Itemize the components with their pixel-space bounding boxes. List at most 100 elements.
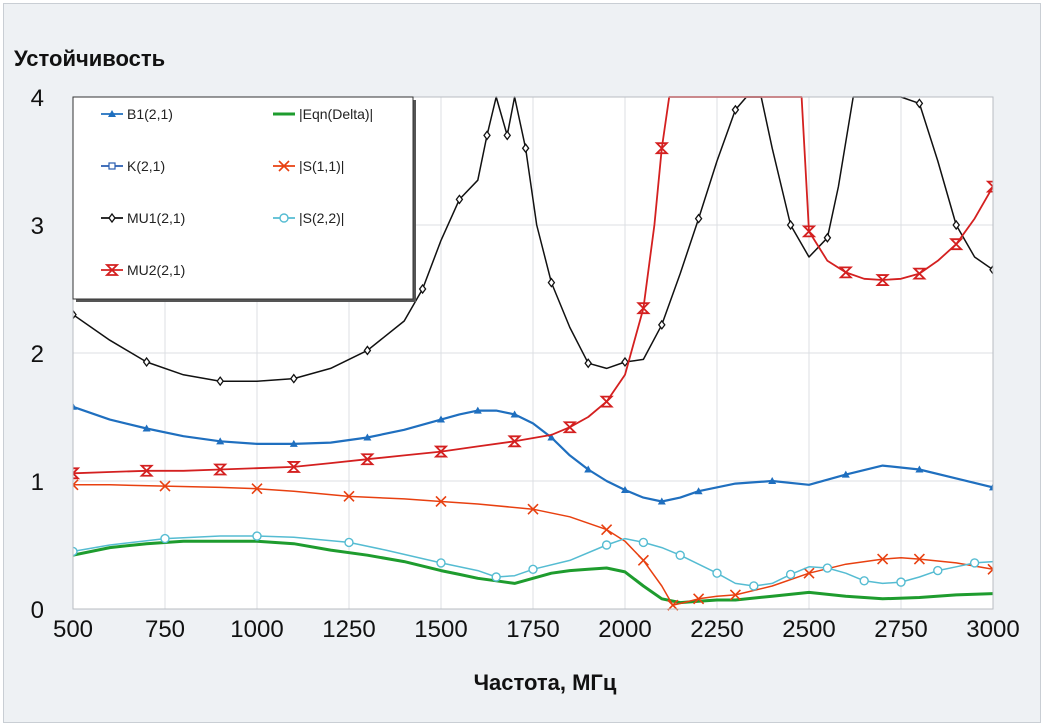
circle-marker [436,558,446,568]
triangle-marker [694,487,703,495]
circle-marker [601,540,612,550]
hourglass-marker [801,225,817,238]
legend-label: K(2,1) [127,158,165,174]
diamond-marker [547,277,556,288]
triangle-marker [841,470,850,478]
triangle-marker [989,483,993,491]
hourglass-marker [360,453,375,466]
legend-entry: MU2(2,1) [101,262,185,278]
series-mu2-2-1 [73,96,993,480]
hourglass-marker [654,142,669,155]
series-line [73,539,993,605]
hourglass-marker [599,395,614,408]
x-marker [637,554,649,566]
diamond-marker [289,373,298,384]
diamond-marker [455,194,464,205]
circle-marker [279,213,289,223]
triangle-marker [915,465,924,473]
legend-label: |S(1,1)| [299,158,344,174]
legend-label: B1(2,1) [127,106,173,122]
diamond-marker [521,143,530,154]
legend-label: MU2(2,1) [127,262,185,278]
legend-label: |S(2,2)| [299,210,344,226]
x-tick-label: 1750 [506,616,559,643]
series-line [73,96,993,475]
legend-entry: |S(2,2)| [273,210,344,226]
circle-marker [675,550,685,560]
hourglass-marker [875,274,890,286]
triangle-marker [289,439,298,447]
diamond-marker [584,358,593,369]
x-marker [693,593,705,605]
x-tick-label: 2250 [690,616,743,643]
diamond-marker [108,212,116,224]
circle-marker [969,558,980,568]
diamond-marker [823,232,832,243]
x-marker [435,495,447,508]
legend-entry: K(2,1) [101,158,165,174]
y-axis-title: Устойчивость [14,46,165,71]
x-marker [527,503,539,515]
y-tick-label: 1 [31,469,44,496]
x-tick-label: 3000 [966,616,1019,643]
circle-marker [785,569,796,580]
axis-ticks: 500 750 1000 1250 1500 1750 2000 2250 2500 2750 30… [31,85,1020,643]
circle-marker [160,533,170,544]
diamond-marker [418,283,427,295]
triangle-marker [363,433,372,441]
series-s-2-2 [73,531,993,591]
x-marker [877,553,889,565]
legend: B1(2,1) |Eqn(Delta)| K(2,1) |S(1,1)| MU1(2,1… [72,96,416,302]
x-marker [251,483,263,495]
diamond-marker [694,213,703,224]
triangle-marker [621,485,629,493]
x-marker [73,479,79,491]
legend-label: |Eqn(Delta)| [299,106,373,122]
diamond-marker [621,356,629,368]
triangle-marker [473,406,482,414]
series-line [73,535,993,587]
diamond-marker [73,309,77,320]
triangle-marker [510,410,519,418]
circle-marker [859,576,869,586]
hourglass-marker [949,238,964,251]
circle-marker [528,564,538,575]
x-marker [667,599,679,611]
hourglass-marker [213,463,228,476]
hourglass-marker [433,445,449,458]
diamond-marker [142,356,151,368]
hourglass-marker [985,180,993,193]
circle-marker [344,537,354,548]
legend-entry: B1(2,1) [101,106,173,122]
x-tick-label: 1500 [414,616,467,643]
hourglass-marker [562,421,577,434]
triangle-marker [437,415,445,423]
hourglass-marker [139,464,154,477]
hourglass-marker [286,461,301,473]
legend-entry: |S(1,1)| [273,158,344,174]
x-tick-label: 750 [145,616,185,643]
diamond-marker [915,98,924,109]
x-marker [913,553,925,565]
triangle-marker [142,424,151,432]
x-tick-label: 2500 [782,616,835,643]
plot-border [72,96,994,610]
diamond-marker [786,219,795,231]
legend-entry: MU1(2,1) [101,210,185,226]
diamond-marker [363,345,372,356]
diamond-marker [731,104,740,115]
circle-marker [933,565,943,576]
x-axis-label: Частота, МГц [474,670,617,695]
y-tick-label: 2 [31,341,44,368]
legend-box [72,96,414,300]
hourglass-marker [73,467,81,480]
diamond-marker [483,130,491,141]
circle-marker [749,581,759,591]
circle-marker [252,531,262,541]
x-tick-label: 1250 [322,616,375,643]
y-tick-label: 3 [31,213,44,240]
circle-marker [712,568,722,578]
hourglass-marker [104,264,120,276]
diamond-marker [952,219,961,231]
hourglass-marker [912,267,927,280]
